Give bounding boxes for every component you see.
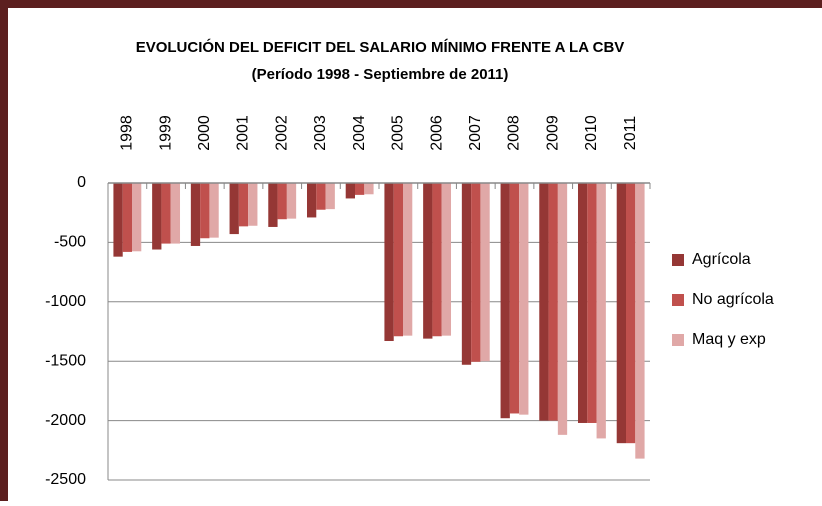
bar	[539, 183, 549, 421]
chart-title: EVOLUCIÓN DEL DEFICIT DEL SALARIO MÍNIMO…	[136, 38, 625, 56]
bar	[316, 183, 326, 210]
bar	[209, 183, 219, 238]
bar	[393, 183, 404, 337]
bar	[519, 183, 529, 415]
x-tick-label: 2003	[312, 115, 329, 151]
bar	[268, 183, 278, 227]
bar	[432, 183, 442, 337]
bar	[229, 183, 239, 235]
bar	[248, 183, 258, 226]
bar	[190, 183, 201, 246]
legend-swatch	[672, 334, 684, 346]
bar	[122, 183, 133, 252]
bar	[548, 183, 558, 421]
bar	[354, 183, 365, 195]
bar	[577, 183, 588, 423]
y-tick-label: 0	[77, 174, 86, 191]
bar	[441, 183, 452, 336]
bar	[587, 183, 597, 423]
bar	[152, 183, 162, 250]
chart-subtitle: (Período 1998 - Septiembre de 2011)	[252, 66, 509, 83]
bar	[403, 183, 413, 336]
legend-label: No agrícola	[692, 291, 774, 308]
legend-swatch	[672, 294, 684, 306]
bar	[596, 183, 606, 439]
y-tick-label: -2500	[45, 471, 86, 488]
x-tick-label: 2002	[273, 115, 290, 151]
y-tick-label: -1000	[45, 293, 86, 310]
bar	[170, 183, 181, 244]
bar	[286, 183, 297, 219]
y-tick-label: -2000	[45, 412, 86, 429]
bar	[238, 183, 249, 227]
x-tick-label: 2008	[506, 115, 523, 151]
legend-label: Maq y exp	[692, 331, 766, 348]
x-tick-label: 2007	[467, 115, 484, 151]
bar	[277, 183, 287, 220]
bar	[480, 183, 490, 362]
x-tick-label: 1999	[157, 115, 174, 151]
x-tick-label: 2010	[583, 115, 600, 151]
bar	[345, 183, 355, 199]
bar	[500, 183, 510, 419]
bar	[132, 183, 142, 252]
x-tick-label: 2005	[390, 115, 407, 151]
x-tick-label: 2004	[351, 115, 368, 151]
bar	[325, 183, 335, 210]
bar	[557, 183, 568, 435]
x-tick-label: 2006	[428, 115, 445, 151]
bar	[635, 183, 645, 459]
x-tick-label: 2000	[196, 115, 213, 151]
bar	[423, 183, 433, 339]
bar	[625, 183, 636, 444]
x-tick-label: 2011	[622, 116, 639, 151]
bar	[113, 183, 123, 257]
y-tick-label: -500	[54, 234, 86, 251]
x-tick-label: 2001	[235, 115, 252, 151]
bar	[471, 183, 481, 362]
x-tick-label: 2009	[544, 115, 561, 151]
bar	[461, 183, 472, 365]
legend-swatch	[672, 254, 684, 266]
y-tick-label: -1500	[45, 352, 86, 369]
x-tick-label: 1998	[119, 115, 136, 151]
bar	[384, 183, 394, 342]
bar	[616, 183, 626, 444]
bar	[364, 183, 374, 195]
legend-label: Agrícola	[692, 251, 751, 268]
bar	[306, 183, 317, 218]
bar	[509, 183, 520, 414]
bar	[200, 183, 210, 239]
bar	[161, 183, 171, 244]
